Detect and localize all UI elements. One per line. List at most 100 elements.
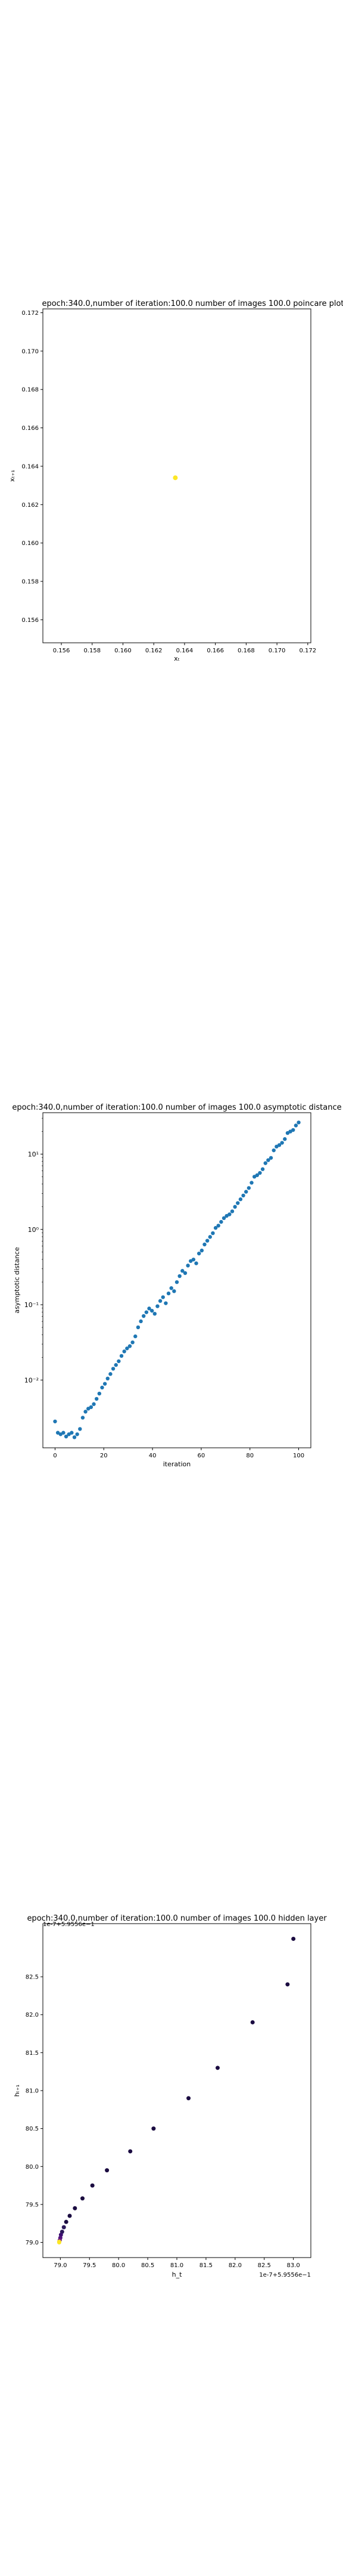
asymptotic-x-tick-label: 80 [246, 1453, 254, 1459]
asymptotic-point [174, 1280, 179, 1284]
hidden-layer-x-tick-label: 81.0 [170, 2262, 183, 2269]
hidden-layer-y-tick-label: 80.0 [26, 2164, 39, 2171]
hidden-layer-y-tick-label: 81.0 [26, 2088, 39, 2095]
asymptotic-point [186, 1264, 190, 1268]
asymptotic-y-axis: 10⁻² 10⁻¹ 10⁰ 10¹ [24, 1117, 43, 1384]
poincare-y-tick-label: 0.162 [21, 502, 39, 509]
hidden-layer-x-tick-label: 79.5 [83, 2262, 96, 2269]
poincare-chart: epoch:340.0,number of iteration:100.0 nu… [8, 299, 343, 662]
asymptotic-point [269, 1156, 273, 1160]
asymptotic-point [211, 1231, 215, 1236]
hidden-layer-point [291, 1936, 296, 1941]
poincare-title: epoch:340.0,number of iteration:100.0 nu… [42, 299, 343, 308]
asymptotic-point [255, 1173, 260, 1178]
hidden-layer-point [105, 2168, 110, 2173]
asymptotic-point [119, 1354, 124, 1358]
asymptotic-point [89, 1405, 93, 1410]
asymptotic-y-tick-label: 10⁻¹ [24, 1301, 39, 1309]
asymptotic-point [158, 1299, 163, 1303]
asymptotic-x-tick-label: 100 [293, 1453, 304, 1459]
asymptotic-point [294, 1123, 298, 1128]
poincare-x-tick-label: 0.168 [238, 648, 255, 654]
asymptotic-point [208, 1235, 212, 1239]
asymptotic-y-tick-label: 10⁰ [28, 1226, 39, 1234]
asymptotic-distance-chart: epoch:340.0,number of iteration:100.0 nu… [12, 1103, 341, 1468]
poincare-x-tick-label: 0.170 [269, 648, 286, 654]
asymptotic-point [205, 1239, 210, 1243]
asymptotic-point [219, 1219, 223, 1224]
hidden-layer-chart: epoch:340.0,number of iteration:100.0 nu… [13, 1914, 327, 2278]
asymptotic-point [216, 1224, 220, 1228]
asymptotic-point [105, 1376, 110, 1381]
asymptotic-point [244, 1190, 248, 1194]
asymptotic-point [297, 1120, 301, 1125]
hidden-layer-y-offset: 1e-7+5.9556e−1 [43, 1921, 95, 1928]
asymptotic-point [283, 1137, 287, 1141]
asymptotic-point [125, 1346, 129, 1351]
hidden-layer-y-tick-label: 81.5 [26, 2050, 39, 2057]
asymptotic-point [117, 1359, 121, 1363]
hidden-layer-x-tick-label: 83.0 [287, 2262, 300, 2269]
asymptotic-point [127, 1344, 132, 1348]
hidden-layer-point [186, 2096, 191, 2101]
poincare-x-tick-label: 0.162 [145, 648, 163, 654]
asymptotic-ylabel: asymptotic distance [13, 1247, 21, 1313]
poincare-x-tick-label: 0.156 [53, 648, 70, 654]
asymptotic-point [227, 1212, 232, 1216]
asymptotic-point [199, 1248, 204, 1253]
asymptotic-point [142, 1314, 146, 1318]
asymptotic-point [238, 1197, 243, 1202]
asymptotic-point [191, 1258, 196, 1262]
asymptotic-x-tick-label: 40 [149, 1453, 157, 1459]
asymptotic-point [260, 1167, 265, 1171]
asymptotic-title: epoch:340.0,number of iteration:100.0 nu… [12, 1103, 341, 1112]
hidden-layer-x-tick-label: 82.5 [258, 2262, 271, 2269]
asymptotic-point [149, 1308, 154, 1313]
hidden-layer-point [250, 2020, 255, 2024]
asymptotic-point [72, 1435, 77, 1439]
asymptotic-xlabel: iteration [163, 1460, 191, 1468]
poincare-plot-area [42, 308, 311, 643]
hidden-layer-x-tick-label: 80.5 [141, 2262, 154, 2269]
asymptotic-point [78, 1427, 82, 1431]
asymptotic-point [161, 1295, 165, 1299]
hidden-layer-y-tick-label: 82.5 [26, 1974, 39, 1981]
asymptotic-x-tick-label: 60 [198, 1453, 205, 1459]
asymptotic-point [222, 1216, 226, 1221]
hidden-layer-x-tick-label: 79.0 [54, 2262, 67, 2269]
asymptotic-point [61, 1431, 66, 1435]
asymptotic-point [164, 1301, 168, 1305]
asymptotic-point [247, 1186, 251, 1190]
hidden-layer-point [73, 2206, 77, 2210]
asymptotic-point [177, 1274, 182, 1278]
hidden-layer-point [64, 2219, 68, 2224]
poincare-x-tick-label: 0.158 [83, 648, 101, 654]
poincare-x-tick-label: 0.160 [114, 648, 132, 654]
poincare-x-tick-label: 0.172 [300, 648, 317, 654]
asymptotic-point [250, 1181, 254, 1185]
hidden-layer-title: epoch:340.0,number of iteration:100.0 nu… [27, 1914, 327, 1923]
asymptotic-plot-area [42, 1112, 311, 1448]
asymptotic-point [102, 1382, 107, 1386]
asymptotic-point [230, 1209, 235, 1213]
asymptotic-point [277, 1143, 282, 1147]
poincare-x-tick-label: 0.166 [207, 648, 224, 654]
hidden-layer-x-axis: 79.0 79.5 80.0 80.5 81.0 81.5 82.0 82.5 83.0 [54, 2258, 300, 2269]
hidden-layer-y-tick-label: 79.5 [26, 2202, 39, 2208]
asymptotic-point [241, 1193, 245, 1198]
asymptotic-point [114, 1363, 118, 1367]
hidden-layer-point [215, 2066, 220, 2070]
asymptotic-point [233, 1205, 237, 1209]
poincare-y-tick-label: 0.158 [21, 579, 39, 586]
poincare-y-tick-label: 0.166 [21, 425, 39, 432]
hidden-layer-points [57, 1936, 296, 2245]
asymptotic-point [144, 1310, 149, 1314]
asymptotic-point [92, 1402, 96, 1406]
hidden-layer-point [61, 2225, 66, 2230]
hidden-layer-plot-area [42, 1923, 311, 2258]
asymptotic-point [53, 1419, 57, 1423]
asymptotic-point [80, 1416, 85, 1420]
asymptotic-point [180, 1269, 185, 1273]
asymptotic-point [266, 1158, 270, 1162]
